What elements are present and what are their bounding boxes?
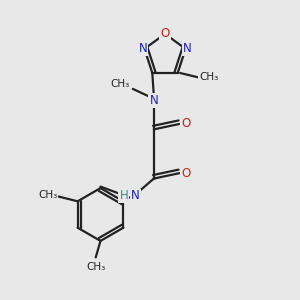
Text: O: O [160,27,169,40]
Text: CH₃: CH₃ [38,190,57,200]
Text: O: O [181,118,190,130]
Text: O: O [181,167,190,180]
Text: N: N [139,42,147,55]
Text: CH₃: CH₃ [199,72,218,82]
Text: CH₃: CH₃ [111,79,130,89]
Text: N: N [149,94,158,107]
Text: N: N [131,190,140,202]
Text: H: H [119,190,128,202]
Text: N: N [183,42,191,55]
Text: CH₃: CH₃ [87,262,106,272]
